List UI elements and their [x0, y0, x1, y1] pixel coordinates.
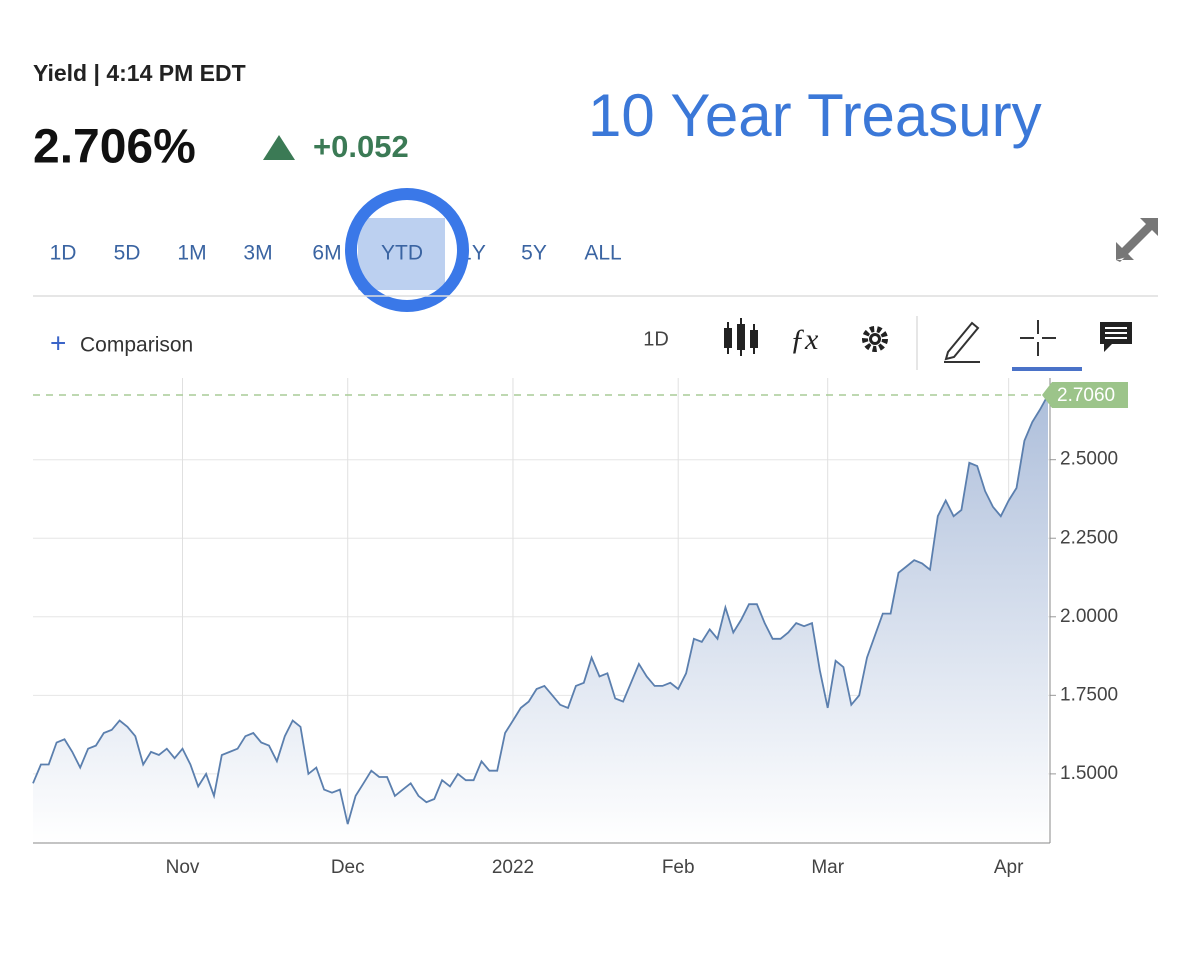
line [32, 394, 1049, 825]
x-tick-label: Mar [811, 857, 844, 878]
plus-icon[interactable]: + [50, 327, 66, 358]
area-fill [33, 395, 1048, 843]
annotation: 10 Year Treasury [588, 82, 1042, 149]
candlestick-icon[interactable] [724, 318, 758, 356]
range-button[interactable]: ALL [584, 242, 621, 265]
x-tick-label: Apr [994, 857, 1024, 878]
expand-icon[interactable] [1116, 218, 1158, 262]
range-button[interactable]: 5Y [521, 242, 547, 265]
highlight-circle [345, 188, 469, 312]
yield-label: Yield | 4:14 PM EDT [33, 60, 246, 86]
selected-range [358, 218, 445, 290]
price-tag-label: 2.7060 [1057, 385, 1115, 406]
up-arrow [263, 135, 295, 160]
settings-icon[interactable] [862, 326, 888, 352]
y-tick-label: 1.5000 [1060, 763, 1118, 784]
x-tick-label: Dec [331, 857, 365, 878]
crosshair-icon[interactable] [1020, 320, 1056, 356]
price-tag [1042, 381, 1128, 408]
range-button[interactable]: 5D [114, 242, 141, 265]
range-button[interactable]: 6M [312, 242, 341, 265]
fx-icon[interactable]: ƒx [790, 323, 819, 356]
pencil-icon[interactable] [944, 321, 980, 363]
comment-lines [1105, 327, 1127, 339]
range-button[interactable]: 1M [177, 242, 206, 265]
x-tick-label: 2022 [492, 857, 534, 878]
x-tick-label: Nov [166, 857, 200, 878]
y-tick-label: 2.0000 [1060, 606, 1118, 627]
y-tick-label: 2.5000 [1060, 449, 1118, 470]
range-button[interactable]: YTD [381, 242, 423, 265]
interval-button[interactable]: 1D [643, 328, 669, 350]
y-tick-label: 2.2500 [1060, 527, 1118, 548]
change: +0.052 [313, 129, 409, 164]
range-button[interactable]: 3M [243, 242, 272, 265]
price: 2.706% [33, 121, 196, 174]
active-tool-underline [1012, 367, 1082, 371]
comparison-button[interactable]: Comparison [80, 334, 193, 357]
range-button[interactable]: 1D [50, 242, 77, 265]
y-tick-label: 1.7500 [1060, 684, 1118, 705]
x-tick-label: Feb [662, 857, 695, 878]
